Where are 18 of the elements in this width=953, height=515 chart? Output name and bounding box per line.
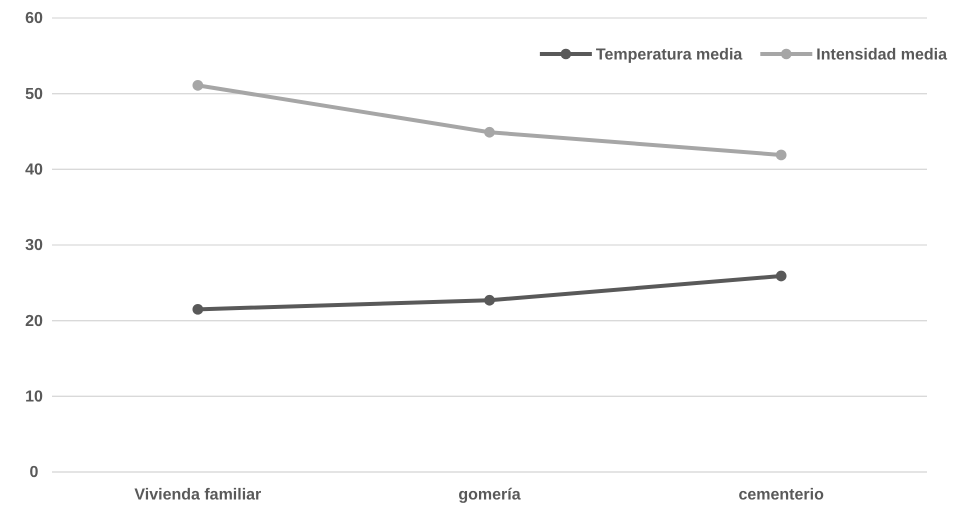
point [776,270,787,282]
y-tick-label: 50 [25,86,43,103]
y-tick-label: 0 [30,464,39,482]
point [484,294,495,306]
legend-label: Temperatura media [596,46,742,64]
point [484,126,495,138]
y-tick-label: 20 [25,312,43,330]
x-tick-label: cementerio [738,486,824,504]
x-tick-label: Vivienda familiar [134,486,262,504]
y-tick-label: 10 [25,388,43,406]
x-tick-label: gomería [458,486,521,504]
y-tick-label: 40 [25,161,43,178]
point [192,80,204,91]
point [776,150,787,160]
point [192,304,204,315]
y-tick-label: 60 [25,10,43,28]
legend-label: Intensidad media [816,46,948,64]
y-tick-label: 30 [25,237,43,254]
